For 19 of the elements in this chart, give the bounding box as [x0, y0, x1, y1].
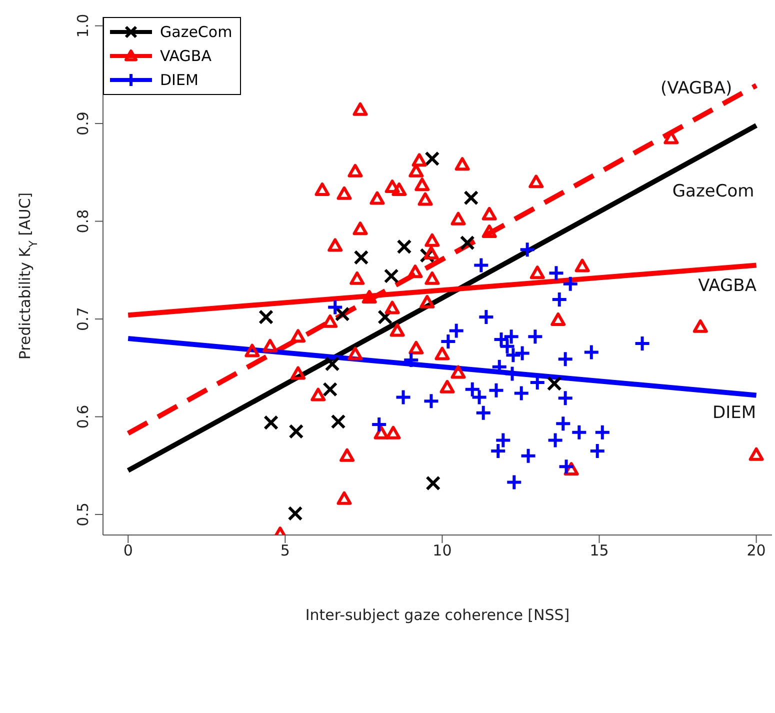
x-tick-label: 15 [590, 542, 609, 560]
y-tick-label: 0.8 [74, 209, 92, 234]
annotation: GazeCom [672, 181, 754, 202]
annotation: DIEM [712, 403, 756, 424]
y-tick-label: 0.7 [74, 307, 92, 331]
y-tick-label: 1.0 [74, 14, 92, 38]
x-axis-title: Inter-subject gaze coherence [NSS] [305, 606, 570, 624]
x-tick-label: 0 [123, 542, 133, 560]
y-tick-label: 0.9 [74, 112, 92, 136]
legend-label: DIEM [160, 71, 198, 89]
annotation: VAGBA [698, 276, 757, 296]
legend-label: VAGBA [160, 47, 212, 65]
y-tick-label: 0.5 [74, 502, 92, 526]
x-tick-label: 5 [280, 542, 290, 560]
annotation: (VAGBA) [660, 78, 732, 98]
x-tick-label: 20 [746, 542, 766, 560]
legend-label: GazeCom [160, 23, 232, 41]
x-tick-label: 10 [432, 542, 452, 560]
y-tick-label: 0.6 [74, 404, 92, 429]
